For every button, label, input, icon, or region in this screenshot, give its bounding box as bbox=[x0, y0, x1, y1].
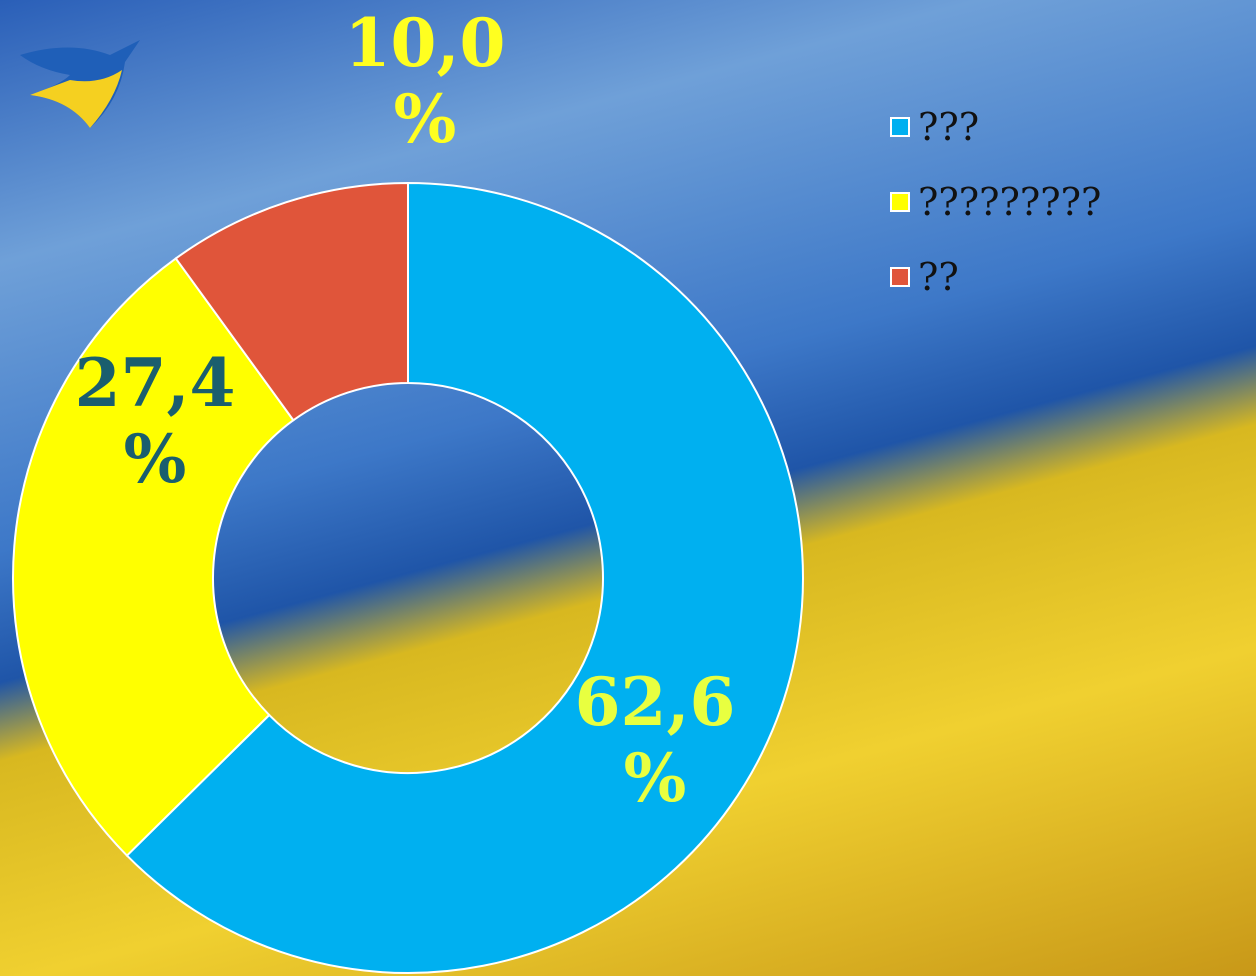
data-label: 27,4 % bbox=[65, 345, 245, 497]
legend-label: ??? bbox=[918, 105, 979, 149]
data-label: 10,0 % bbox=[335, 5, 515, 157]
legend-entry: ??? bbox=[890, 105, 979, 149]
legend-swatch bbox=[890, 117, 910, 137]
legend-entry: ?? bbox=[890, 255, 959, 299]
legend-swatch bbox=[890, 192, 910, 212]
legend-swatch bbox=[890, 267, 910, 287]
legend-label: ????????? bbox=[918, 180, 1101, 224]
data-label: 62,6 % bbox=[565, 664, 745, 816]
slide: 62,6 % 27,4 % 10,0 %?????????????? bbox=[0, 0, 1256, 976]
legend-entry: ????????? bbox=[890, 180, 1101, 224]
dove-logo bbox=[20, 40, 140, 128]
legend-label: ?? bbox=[918, 255, 959, 299]
